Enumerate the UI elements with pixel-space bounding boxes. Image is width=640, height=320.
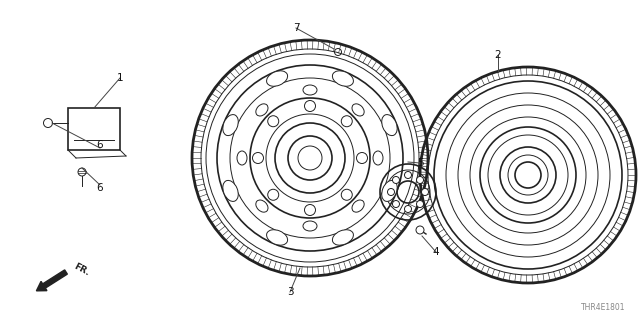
Ellipse shape bbox=[267, 230, 287, 245]
Text: 2: 2 bbox=[495, 50, 501, 60]
Ellipse shape bbox=[381, 115, 397, 136]
Ellipse shape bbox=[332, 230, 353, 245]
Ellipse shape bbox=[352, 200, 364, 212]
Ellipse shape bbox=[303, 221, 317, 231]
Text: THR4E1801: THR4E1801 bbox=[580, 303, 625, 313]
Ellipse shape bbox=[373, 151, 383, 165]
Text: 3: 3 bbox=[287, 287, 293, 297]
Circle shape bbox=[341, 189, 352, 200]
Ellipse shape bbox=[267, 71, 287, 86]
Ellipse shape bbox=[223, 180, 238, 201]
Text: 6: 6 bbox=[97, 183, 103, 193]
Ellipse shape bbox=[381, 180, 397, 201]
Circle shape bbox=[416, 226, 424, 234]
Circle shape bbox=[305, 204, 316, 215]
Circle shape bbox=[404, 172, 412, 179]
Ellipse shape bbox=[223, 115, 238, 136]
Text: 5: 5 bbox=[417, 158, 423, 168]
Ellipse shape bbox=[303, 85, 317, 95]
Circle shape bbox=[268, 116, 279, 127]
Circle shape bbox=[356, 153, 367, 164]
Circle shape bbox=[417, 201, 424, 208]
Circle shape bbox=[404, 205, 412, 212]
Ellipse shape bbox=[256, 200, 268, 212]
Circle shape bbox=[305, 100, 316, 111]
Circle shape bbox=[392, 201, 399, 208]
Text: 4: 4 bbox=[433, 247, 439, 257]
Text: 7: 7 bbox=[292, 23, 300, 33]
Ellipse shape bbox=[332, 71, 353, 86]
Circle shape bbox=[253, 153, 264, 164]
FancyArrow shape bbox=[36, 270, 67, 291]
Bar bbox=[68, 108, 120, 150]
Circle shape bbox=[341, 116, 352, 127]
Ellipse shape bbox=[256, 104, 268, 116]
Circle shape bbox=[422, 188, 429, 196]
Ellipse shape bbox=[237, 151, 247, 165]
Text: FR.: FR. bbox=[72, 262, 91, 278]
Text: 6: 6 bbox=[97, 140, 103, 150]
Ellipse shape bbox=[352, 104, 364, 116]
Circle shape bbox=[417, 176, 424, 183]
Circle shape bbox=[392, 176, 399, 183]
Text: 1: 1 bbox=[116, 73, 124, 83]
Circle shape bbox=[268, 189, 279, 200]
Circle shape bbox=[387, 188, 394, 196]
